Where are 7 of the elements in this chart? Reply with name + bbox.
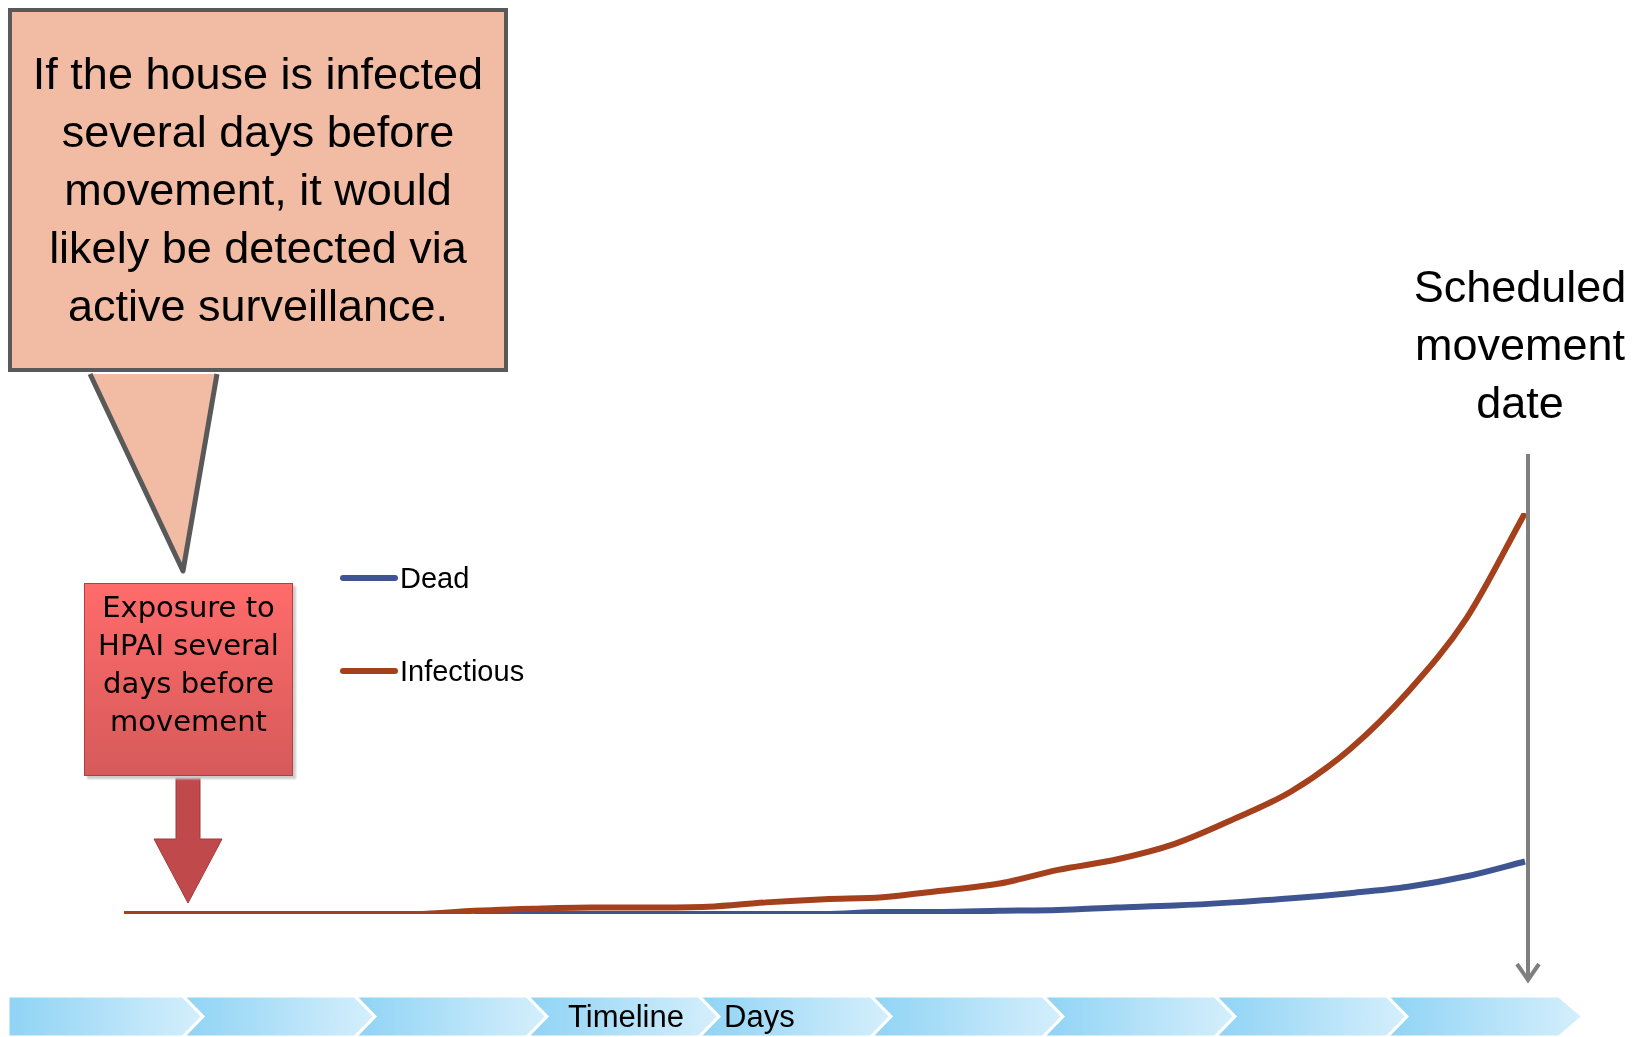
legend-label: Dead <box>400 561 470 595</box>
text: Days <box>724 998 795 1036</box>
legend-label: Infectious <box>400 654 525 688</box>
text: Timeline <box>568 998 684 1036</box>
text: If the house is infected several days before movement, it would likely be detected via active surveillance. <box>8 8 508 372</box>
annotation: Exposure to HPAI several days before movement <box>84 583 293 776</box>
text: Scheduled movement date <box>1412 260 1628 430</box>
